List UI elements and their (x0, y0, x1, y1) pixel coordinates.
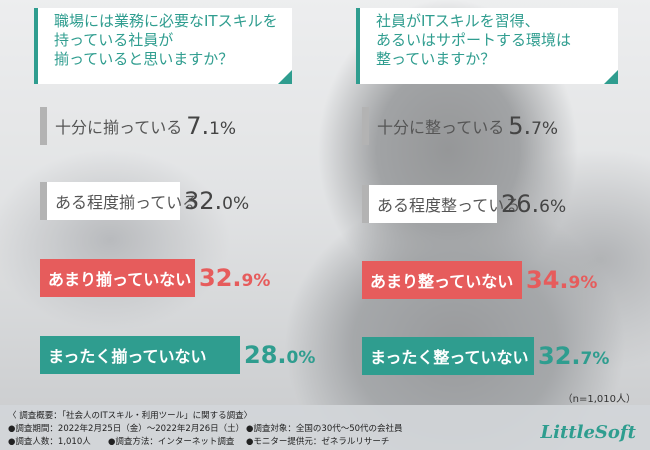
percent-integer: 32. (199, 264, 242, 292)
survey-target: ●調査対象：全国の30代〜50代の会社員 (246, 424, 403, 434)
question-2-line-3: 整っていますか？ (376, 50, 496, 68)
percent-integer: 32. (184, 187, 223, 215)
answer-row-q2-2: ある程度整っている 26.6% (362, 185, 566, 223)
corner-accent (604, 70, 618, 84)
answer-row-q1-1: 十分に揃っている 7.1% (40, 107, 236, 145)
answer-percent: 5.7% (508, 112, 558, 140)
sample-size-note: （n=1,010人） (562, 394, 636, 405)
percent-integer: 34. (526, 266, 569, 294)
percent-decimal: 9% (568, 273, 598, 293)
percent-decimal: 9% (241, 271, 271, 291)
answer-row-q2-1: 十分に整っている 5.7% (362, 107, 558, 145)
percent-integer: 5. (508, 112, 532, 140)
answer-marker (362, 107, 369, 145)
question-2-line-1: 社員がITスキルを習得、 (376, 12, 540, 30)
answer-percent: 32.0% (184, 187, 249, 215)
survey-respondents: ●調査人数：1,010人 (8, 437, 91, 447)
answer-label: 十分に整っている (377, 118, 505, 137)
survey-overview: 〈 調査概要：「社会人のITスキル・利用ツール」に関する調査〉 (8, 411, 253, 421)
survey-method: ●調査方法：インターネット調査 (108, 437, 235, 447)
answer-bar: あまり揃っていない (40, 259, 195, 297)
question-box-2: 社員がITスキルを習得、 あるいはサポートする環境は 整っていますか？ (356, 8, 618, 84)
answer-row-q1-2: ある程度揃っている 32.0% (40, 182, 249, 220)
question-1-line-3: 揃っていると思いますか？ (54, 50, 234, 68)
answer-percent: 32.9% (199, 264, 270, 292)
percent-decimal: 6% (539, 197, 567, 217)
answer-bar: ある程度整っている (362, 185, 520, 223)
answer-row-q2-4: まったく整っていない 32.7% (362, 337, 609, 375)
answer-bar: ある程度揃っている (40, 182, 198, 220)
question-1-line-2: 持っている社員が (54, 31, 174, 49)
percent-decimal: 0% (286, 348, 316, 368)
percent-decimal: 1% (209, 119, 237, 139)
question-box-1: 職場には業務に必要なITスキルを 持っている社員が 揃っていると思いますか？ (34, 8, 292, 84)
corner-accent (278, 70, 292, 84)
answer-row-q2-3: あまり整っていない 34.9% (362, 261, 597, 299)
percent-integer: 26. (501, 190, 540, 218)
monitor-provider: ●モニター提供元：ゼネラルリサーチ (246, 437, 390, 447)
answer-percent: 7.1% (186, 112, 236, 140)
answer-row-q1-4: まったく揃っていない 28.0% (40, 336, 315, 374)
answer-row-q1-3: あまり揃っていない 32.9% (40, 259, 270, 297)
question-2-line-2: あるいはサポートする環境は (376, 31, 572, 49)
percent-integer: 28. (244, 341, 287, 369)
answer-percent: 32.7% (538, 342, 609, 370)
answer-marker (40, 107, 47, 145)
survey-footer: 〈 調査概要：「社会人のITスキル・利用ツール」に関する調査〉 ●調査期間：20… (0, 405, 650, 450)
answer-bar: まったく整っていない (362, 337, 534, 375)
percent-integer: 32. (538, 342, 581, 370)
question-1-line-1: 職場には業務に必要なITスキルを (54, 12, 278, 30)
percent-decimal: 7% (580, 349, 610, 369)
answer-percent: 28.0% (244, 341, 315, 369)
survey-period: ●調査期間：2022年2月25日（金）〜2022年2月26日（土） (8, 424, 245, 434)
littlesoft-logo: LittleSoft (540, 422, 636, 443)
answer-label: 十分に揃っている (55, 118, 183, 137)
percent-decimal: 7% (531, 119, 559, 139)
answer-percent: 34.9% (526, 266, 597, 294)
percent-integer: 7. (186, 112, 210, 140)
answer-bar: あまり整っていない (362, 261, 522, 299)
answer-bar: まったく揃っていない (40, 336, 240, 374)
percent-decimal: 0% (222, 194, 250, 214)
answer-percent: 26.6% (501, 190, 566, 218)
